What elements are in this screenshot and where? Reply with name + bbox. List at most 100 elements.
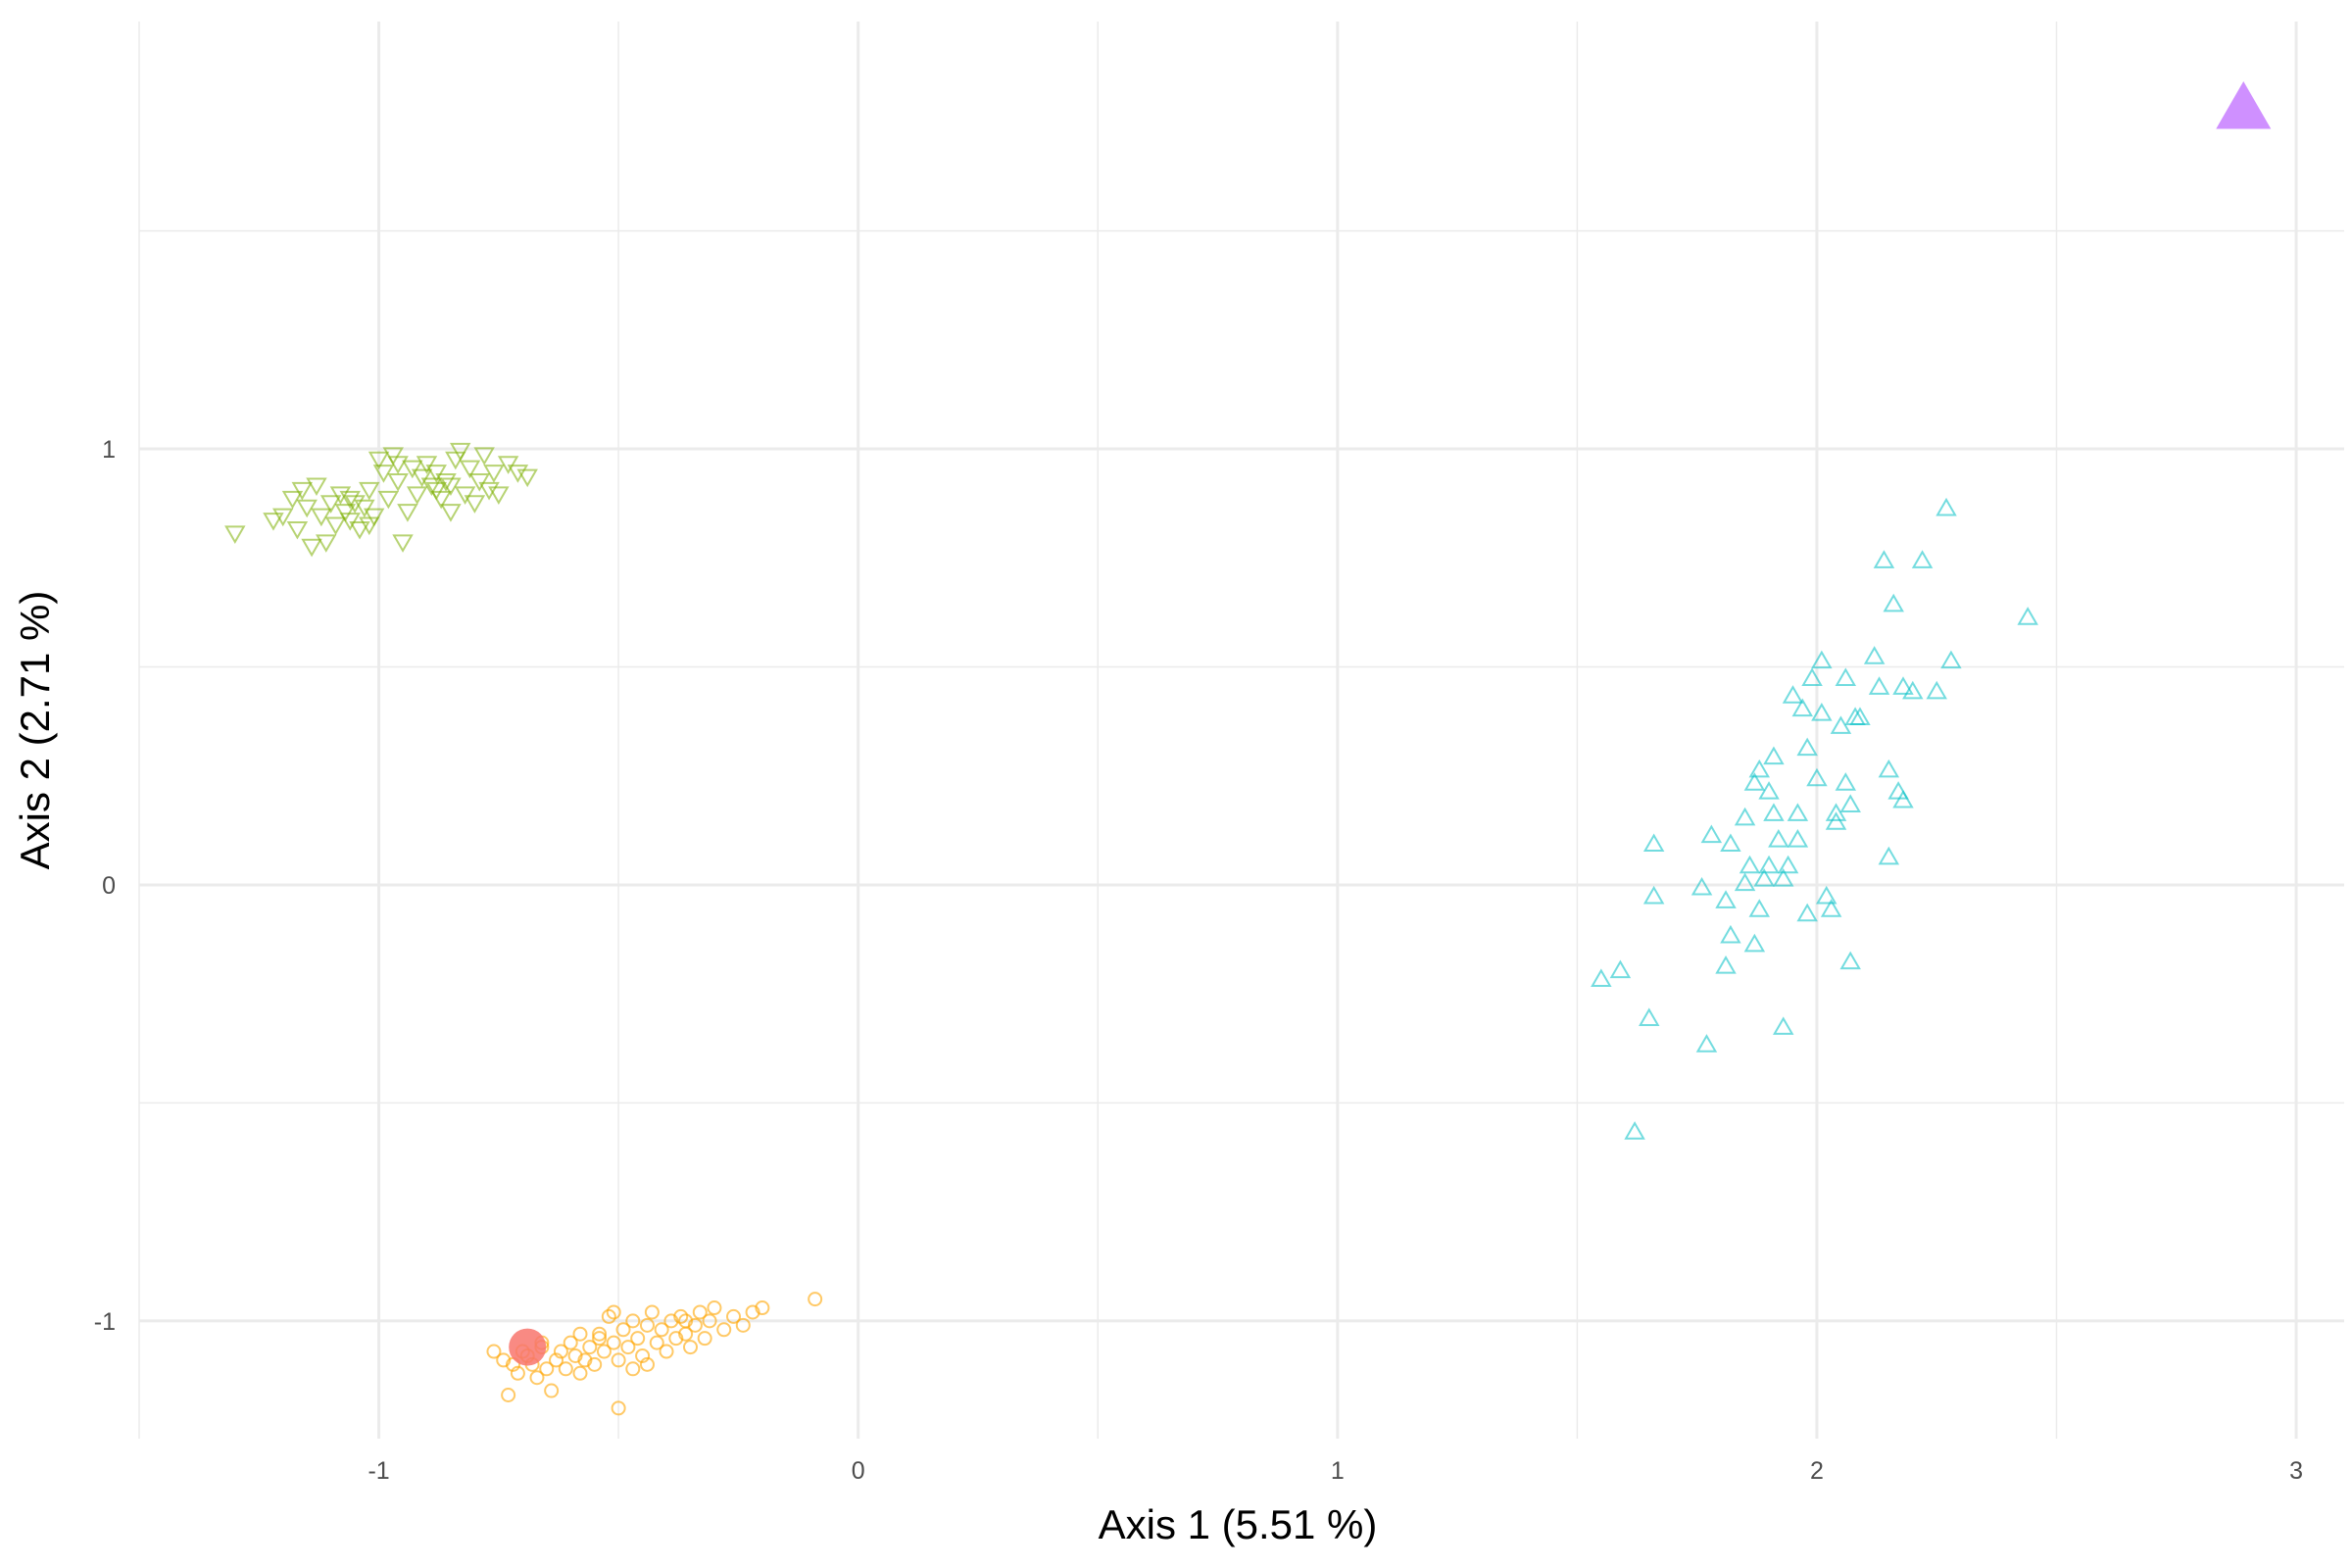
data-point <box>1782 685 1804 704</box>
data-point <box>1772 868 1794 887</box>
data-point <box>1873 550 1895 568</box>
data-point <box>272 508 294 527</box>
data-point <box>702 1313 717 1329</box>
grid-minor <box>138 22 2344 1439</box>
y-tick-labels: -1 0 1 <box>94 436 116 1336</box>
data-point <box>372 465 395 483</box>
data-point <box>306 477 327 497</box>
data-points <box>224 80 2272 1416</box>
data-point <box>416 456 438 474</box>
data-point <box>1748 759 1770 778</box>
data-point <box>1816 885 1838 905</box>
data-point <box>558 1361 573 1377</box>
data-point <box>620 1340 636 1355</box>
data-point <box>625 1361 641 1377</box>
highlight-point <box>509 1328 547 1366</box>
data-point <box>397 504 418 522</box>
data-point <box>486 1344 502 1359</box>
data-point <box>1839 794 1861 813</box>
data-point <box>1868 676 1890 695</box>
data-point <box>1825 811 1847 830</box>
data-point <box>339 490 361 510</box>
x-tick-label: -1 <box>368 1457 389 1485</box>
data-point <box>1911 550 1934 568</box>
data-point <box>630 1331 646 1347</box>
series-0 <box>224 442 538 558</box>
data-point <box>592 1326 608 1342</box>
data-point <box>334 504 357 522</box>
data-point <box>639 1317 655 1333</box>
data-point <box>339 513 361 531</box>
data-point <box>359 481 380 501</box>
data-point <box>1926 680 1947 700</box>
data-point <box>572 1365 588 1381</box>
data-point <box>1763 803 1785 821</box>
data-point <box>1734 872 1756 892</box>
data-point <box>1715 956 1737 974</box>
data-point <box>311 508 332 527</box>
data-point <box>755 1300 770 1316</box>
data-point <box>316 534 337 553</box>
data-point <box>553 1344 568 1359</box>
data-point <box>539 1361 555 1377</box>
data-point <box>319 495 342 514</box>
data-point <box>459 460 481 479</box>
data-point <box>563 1335 578 1350</box>
data-point <box>411 468 433 488</box>
data-point <box>1940 650 1962 669</box>
data-point <box>377 490 400 510</box>
data-point <box>1695 1034 1718 1053</box>
data-point <box>507 465 529 483</box>
data-point <box>1787 803 1809 821</box>
data-point <box>473 447 495 466</box>
data-point <box>611 1400 626 1416</box>
data-point <box>1830 715 1852 734</box>
data-point <box>296 499 318 518</box>
data-point <box>1839 951 1861 970</box>
y-tick-label: -1 <box>94 1308 116 1336</box>
data-point <box>1624 1121 1645 1140</box>
data-point <box>549 1352 564 1368</box>
x-tick-label: 0 <box>852 1457 865 1485</box>
data-point <box>1811 650 1833 669</box>
data-point <box>1758 855 1780 874</box>
data-point <box>1720 924 1741 944</box>
data-point <box>349 520 370 540</box>
data-point <box>368 451 390 470</box>
data-point <box>1835 772 1857 791</box>
data-point <box>1690 876 1713 896</box>
data-point <box>402 460 423 479</box>
y-tick-label: 1 <box>102 436 116 464</box>
data-point <box>344 495 366 514</box>
series-2 <box>1591 497 2038 1140</box>
data-point <box>329 486 352 505</box>
data-point <box>635 1348 651 1363</box>
data-point <box>468 473 491 492</box>
data-point <box>1806 767 1828 787</box>
data-point <box>1791 698 1814 717</box>
data-point <box>1642 833 1665 853</box>
data-point <box>683 1340 698 1355</box>
data-point <box>1849 707 1871 726</box>
x-tick-label: 3 <box>2289 1457 2303 1485</box>
x-tick-label: 1 <box>1331 1457 1345 1485</box>
data-point <box>454 486 476 505</box>
x-tick-labels: -1 0 1 2 3 <box>368 1457 2303 1485</box>
data-point <box>440 504 462 522</box>
data-point <box>544 1383 560 1398</box>
data-point <box>263 513 284 531</box>
data-point <box>1639 1007 1660 1027</box>
data-point <box>592 1331 608 1347</box>
data-point <box>1878 759 1900 778</box>
data-point <box>440 477 462 497</box>
data-point <box>625 1313 641 1329</box>
data-point <box>735 1317 751 1333</box>
data-point <box>1739 855 1761 874</box>
data-point <box>359 516 380 536</box>
data-point <box>392 534 414 553</box>
data-point <box>224 525 246 545</box>
data-point <box>1734 807 1756 826</box>
data-point <box>1796 903 1818 922</box>
data-point <box>726 1308 742 1324</box>
